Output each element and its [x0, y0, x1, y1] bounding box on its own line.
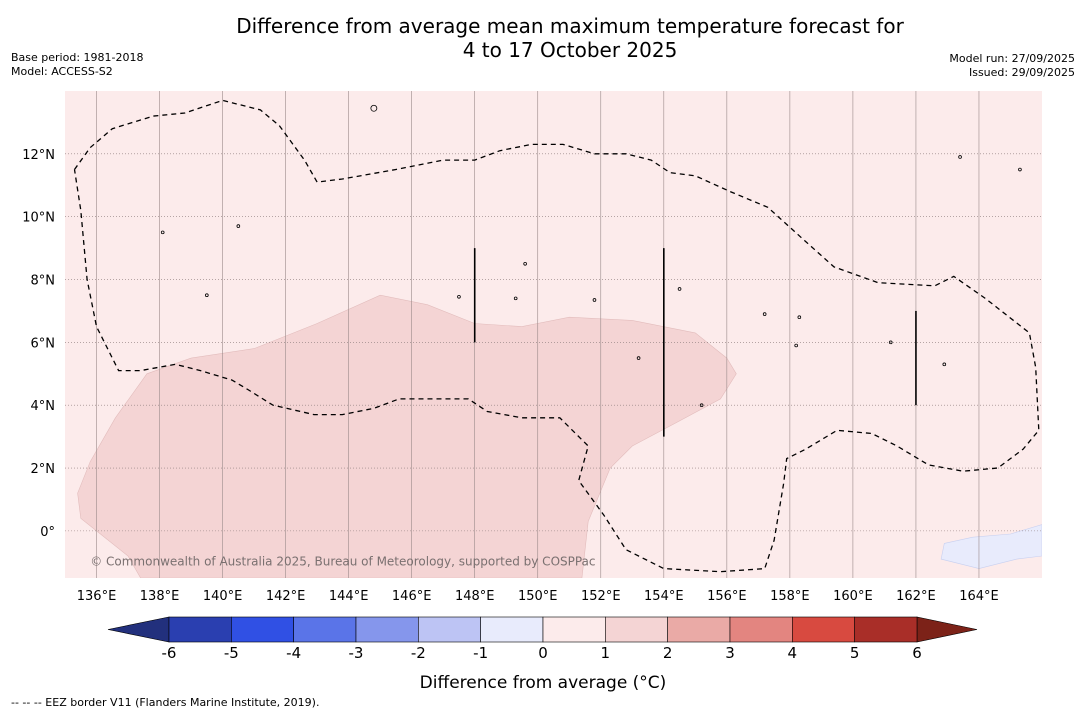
lon-tick-label: 164°E: [959, 589, 999, 604]
lon-tick-label: 144°E: [329, 589, 369, 604]
lon-tick-label: 142°E: [266, 589, 306, 604]
lon-tick-label: 160°E: [833, 589, 873, 604]
colorbar-segment: [480, 616, 544, 643]
island: [370, 104, 378, 112]
lat-tick-label: 4°N: [31, 399, 56, 414]
lon-tick-label: 148°E: [455, 589, 495, 604]
colorbar-segment: [355, 616, 419, 643]
island: [794, 343, 798, 348]
island: [205, 293, 209, 298]
map-panel: © Commonwealth of Australia 2025, Bureau…: [22, 91, 1042, 604]
colorbar-tick-label: -6: [162, 644, 177, 662]
lon-tick-label: 136°E: [77, 589, 117, 604]
copyright-notice: © Commonwealth of Australia 2025, Bureau…: [90, 554, 595, 568]
colorbar-segment: [418, 616, 481, 643]
island: [888, 340, 893, 345]
island: [636, 356, 641, 360]
meta-right: Model run: 27/09/2025 Issued: 29/09/2025: [949, 52, 1075, 80]
issued-date: Issued: 29/09/2025: [968, 66, 1075, 79]
island: [958, 155, 962, 159]
lat-tick-label: 0°: [40, 525, 55, 540]
colorbar-segment: [293, 616, 357, 643]
island: [762, 312, 767, 316]
meta-left: Base period: 1981-2018 Model: ACCESS-S2: [11, 51, 143, 79]
island: [160, 230, 165, 235]
island: [699, 403, 704, 407]
colorbar-tick-label: -2: [411, 644, 426, 662]
lon-tick-label: 140°E: [203, 589, 243, 604]
island: [457, 294, 461, 299]
island: [592, 298, 597, 302]
anomaly-region-2: [940, 524, 1042, 569]
colorbar-over-arrow: [916, 616, 978, 643]
lat-tick-label: 8°N: [31, 274, 56, 289]
colorbar-segment: [605, 616, 668, 643]
lon-tick-label: 146°E: [392, 589, 432, 604]
lon-tick-label: 138°E: [140, 589, 180, 604]
colorbar-tick-label: 0: [538, 644, 548, 662]
colorbar-segment: [542, 616, 606, 643]
lon-tick-label: 154°E: [644, 589, 684, 604]
colorbar-segment: [792, 616, 855, 643]
colorbar-segment: [854, 616, 918, 643]
colorbar: -6 -5 -4 -3 -2 -1 0 1 2 3 4 5 6 Difference from avera…: [107, 616, 978, 693]
map-title: Difference from average mean maximum tem…: [0, 14, 1085, 62]
colorbar-segment: [231, 616, 294, 643]
eez-source-note: -- -- -- EEZ border V11 (Flanders Marine…: [11, 696, 320, 709]
lat-tick-label: 12°N: [22, 148, 55, 163]
colorbar-tick-label: -4: [286, 644, 301, 662]
lat-tick-label: 10°N: [22, 211, 55, 226]
eez-border-1: [73, 99, 1040, 573]
colorbar-tick-label: -5: [224, 644, 239, 662]
colorbar-tick-label: 6: [912, 644, 922, 662]
island: [523, 262, 527, 266]
colorbar-tick-label: 5: [850, 644, 860, 662]
colorbar-tick-label: 1: [601, 644, 611, 662]
lon-tick-label: 152°E: [581, 589, 621, 604]
colorbar-tick-label: -1: [473, 644, 488, 662]
lat-tick-label: 2°N: [31, 462, 56, 477]
colorbar-tick-label: -3: [349, 644, 364, 662]
island: [236, 224, 241, 228]
island: [677, 287, 682, 291]
lon-tick-label: 162°E: [896, 589, 936, 604]
colorbar-title: Difference from average (°C): [420, 673, 667, 693]
island: [1018, 167, 1022, 172]
colorbar-segment: [667, 616, 731, 643]
island: [797, 315, 802, 320]
lat-tick-label: 6°N: [31, 336, 56, 351]
lon-tick-label: 156°E: [707, 589, 747, 604]
island: [513, 296, 518, 301]
colorbar-segment: [729, 616, 793, 643]
lon-tick-label: 158°E: [770, 589, 810, 604]
colorbar-tick-label: 3: [725, 644, 735, 662]
colorbar-segment: [168, 616, 232, 643]
island: [942, 362, 947, 367]
model-name: Model: ACCESS-S2: [11, 65, 113, 78]
colorbar-under-arrow: [107, 616, 170, 643]
title-line-1: Difference from average mean maximum tem…: [236, 14, 904, 38]
base-period: Base period: 1981-2018: [11, 51, 144, 64]
model-run: Model run: 27/09/2025: [949, 52, 1075, 65]
title-line-2: 4 to 17 October 2025: [462, 38, 678, 62]
colorbar-tick-label: 4: [788, 644, 798, 662]
lon-tick-label: 150°E: [518, 589, 558, 604]
colorbar-tick-label: 2: [663, 644, 673, 662]
